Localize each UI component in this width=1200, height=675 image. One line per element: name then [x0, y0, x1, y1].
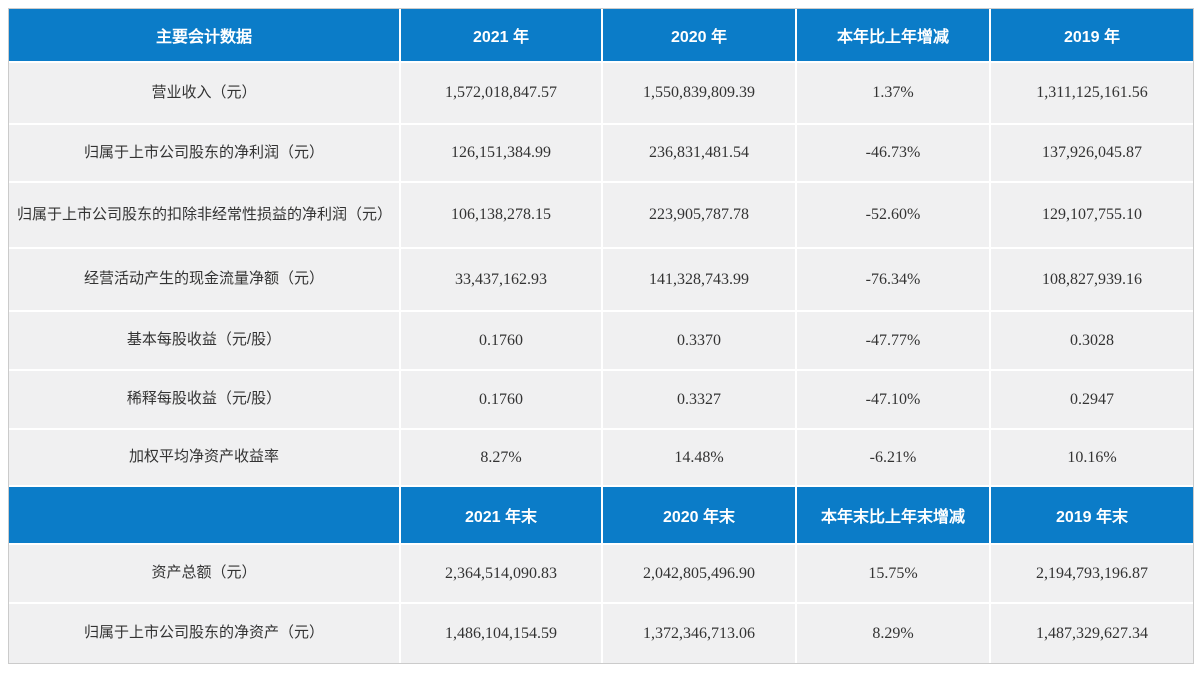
cell-value: 137,926,045.87: [991, 125, 1193, 183]
cell-value: 33,437,162.93: [401, 249, 603, 312]
table-row-net-assets: 归属于上市公司股东的净资产（元） 1,486,104,154.59 1,372,…: [9, 604, 1193, 663]
cell-value: 106,138,278.15: [401, 183, 603, 249]
header-2020: 2020 年: [603, 9, 797, 63]
row-label: 营业收入（元）: [9, 63, 401, 125]
header-2019-eoy: 2019 年末: [991, 487, 1193, 545]
row-label: 经营活动产生的现金流量净额（元）: [9, 249, 401, 312]
cell-value: 10.16%: [991, 430, 1193, 487]
annual-header-row: 主要会计数据 2021 年 2020 年 本年比上年增减 2019 年: [9, 9, 1193, 63]
key-accounting-data-table: 主要会计数据 2021 年 2020 年 本年比上年增减 2019 年 营业收入…: [8, 8, 1194, 664]
cell-value: 2,194,793,196.87: [991, 545, 1193, 604]
cell-value: 1,572,018,847.57: [401, 63, 603, 125]
cell-value: 108,827,939.16: [991, 249, 1193, 312]
cell-value: -6.21%: [797, 430, 991, 487]
row-label: 归属于上市公司股东的净利润（元）: [9, 125, 401, 183]
header-2020-eoy: 2020 年末: [603, 487, 797, 545]
cell-value: 0.3370: [603, 312, 797, 371]
cell-value: 129,107,755.10: [991, 183, 1193, 249]
table-row-revenue: 营业收入（元） 1,572,018,847.57 1,550,839,809.3…: [9, 63, 1193, 125]
cell-value: 8.29%: [797, 604, 991, 663]
cell-value: 1,550,839,809.39: [603, 63, 797, 125]
cell-value: 8.27%: [401, 430, 603, 487]
cell-value: -76.34%: [797, 249, 991, 312]
cell-value: -46.73%: [797, 125, 991, 183]
row-label: 资产总额（元）: [9, 545, 401, 604]
cell-value: 2,042,805,496.90: [603, 545, 797, 604]
cell-value: 1,486,104,154.59: [401, 604, 603, 663]
header-eoy-change: 本年末比上年末增减: [797, 487, 991, 545]
cell-value: 0.2947: [991, 371, 1193, 430]
table-row-total-assets: 资产总额（元） 2,364,514,090.83 2,042,805,496.9…: [9, 545, 1193, 604]
header-2019: 2019 年: [991, 9, 1193, 63]
cell-value: 1,311,125,161.56: [991, 63, 1193, 125]
row-label: 归属于上市公司股东的净资产（元）: [9, 604, 401, 663]
cell-value: 0.3327: [603, 371, 797, 430]
cell-value: 0.1760: [401, 371, 603, 430]
header-yoy-change: 本年比上年增减: [797, 9, 991, 63]
cell-value: 236,831,481.54: [603, 125, 797, 183]
cell-value: 126,151,384.99: [401, 125, 603, 183]
header-main-accounting-data: 主要会计数据: [9, 9, 401, 63]
header-2021: 2021 年: [401, 9, 603, 63]
cell-value: 0.1760: [401, 312, 603, 371]
cell-value: -47.77%: [797, 312, 991, 371]
row-label: 归属于上市公司股东的扣除非经常性损益的净利润（元）: [9, 183, 401, 249]
header-2021-eoy: 2021 年末: [401, 487, 603, 545]
row-label: 加权平均净资产收益率: [9, 430, 401, 487]
header-eoy-blank: [9, 487, 401, 545]
row-label: 基本每股收益（元/股）: [9, 312, 401, 371]
cell-value: 1.37%: [797, 63, 991, 125]
table-row-basic-eps: 基本每股收益（元/股） 0.1760 0.3370 -47.77% 0.3028: [9, 312, 1193, 371]
cell-value: 2,364,514,090.83: [401, 545, 603, 604]
cell-value: 141,328,743.99: [603, 249, 797, 312]
eoy-header-row: 2021 年末 2020 年末 本年末比上年末增减 2019 年末: [9, 487, 1193, 545]
cell-value: -47.10%: [797, 371, 991, 430]
cell-value: 1,487,329,627.34: [991, 604, 1193, 663]
table-row-net-profit-excl-nonrecurring: 归属于上市公司股东的扣除非经常性损益的净利润（元） 106,138,278.15…: [9, 183, 1193, 249]
cell-value: -52.60%: [797, 183, 991, 249]
table-row-net-profit: 归属于上市公司股东的净利润（元） 126,151,384.99 236,831,…: [9, 125, 1193, 183]
cell-value: 1,372,346,713.06: [603, 604, 797, 663]
row-label: 稀释每股收益（元/股）: [9, 371, 401, 430]
table-row-weighted-avg-roe: 加权平均净资产收益率 8.27% 14.48% -6.21% 10.16%: [9, 430, 1193, 487]
cell-value: 14.48%: [603, 430, 797, 487]
cell-value: 0.3028: [991, 312, 1193, 371]
cell-value: 15.75%: [797, 545, 991, 604]
table-row-diluted-eps: 稀释每股收益（元/股） 0.1760 0.3327 -47.10% 0.2947: [9, 371, 1193, 430]
cell-value: 223,905,787.78: [603, 183, 797, 249]
table-row-operating-cash-flow: 经营活动产生的现金流量净额（元） 33,437,162.93 141,328,7…: [9, 249, 1193, 312]
